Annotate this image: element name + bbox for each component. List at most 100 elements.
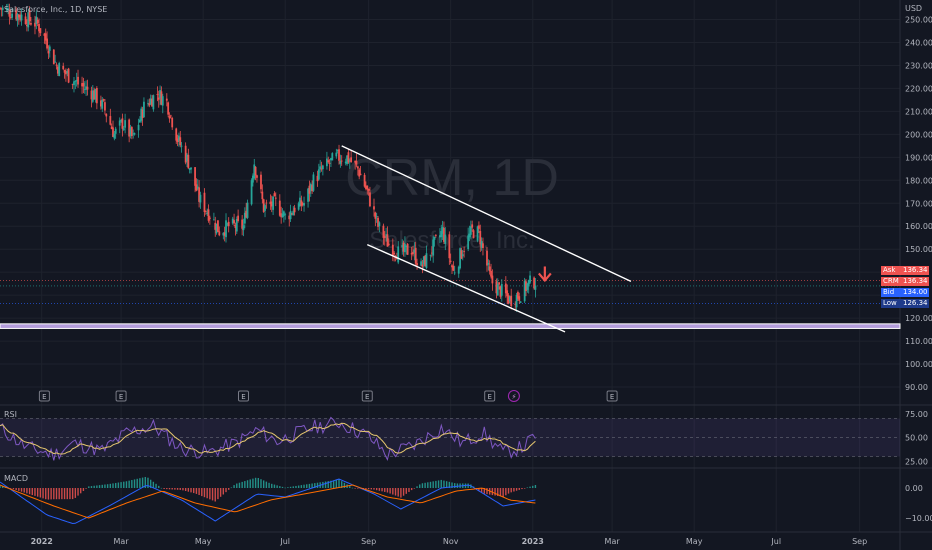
macd-histogram-bar <box>147 477 149 488</box>
candle-body <box>273 193 276 197</box>
macd-histogram-bar <box>39 488 42 498</box>
y-tick-label: 110.00 <box>905 337 932 346</box>
candle-body <box>401 245 404 248</box>
candle-body <box>226 223 229 225</box>
candle-body <box>282 211 285 216</box>
marker-label: ⚡ <box>511 393 516 401</box>
candle-body <box>297 203 300 210</box>
candle-body <box>113 133 116 139</box>
candle-body <box>157 97 160 100</box>
candle-body <box>527 280 530 287</box>
y-tick-label: 190.00 <box>905 153 932 162</box>
candle-body <box>534 285 537 290</box>
marker-label: E <box>487 393 491 401</box>
macd-histogram-bar <box>174 488 176 490</box>
candle-body <box>178 135 180 141</box>
y-tick-label: 210.00 <box>905 107 932 116</box>
macd-histogram-bar <box>513 488 515 492</box>
candle-body <box>378 222 381 227</box>
macd-histogram-bar <box>416 486 418 488</box>
macd-histogram-bar <box>219 488 222 497</box>
macd-histogram-bar <box>341 481 343 488</box>
macd-histogram-bar <box>381 488 383 492</box>
macd-histogram-bar <box>324 481 327 488</box>
candle-body <box>139 119 141 123</box>
macd-histogram-bar <box>136 478 138 488</box>
candle-body <box>86 86 89 90</box>
candle-body <box>260 174 262 190</box>
macd-histogram-bar <box>413 488 416 489</box>
candle-body <box>414 247 417 264</box>
y-tick-label: 220.00 <box>905 84 932 93</box>
candle-body <box>515 294 518 308</box>
candle-body <box>526 283 529 290</box>
symbol-legend[interactable]: Salesforce, Inc., 1D, NYSE <box>4 5 108 14</box>
candle-body <box>254 166 257 176</box>
macd-histogram-bar <box>397 488 399 497</box>
x-tick-label: Jul <box>770 537 781 546</box>
marker-frame <box>484 390 496 402</box>
candle-body <box>365 185 367 189</box>
candle-body <box>339 160 342 164</box>
earnings-marker-icon: E <box>484 390 496 402</box>
candle-body <box>518 296 521 301</box>
macd-histogram-bar <box>349 486 351 488</box>
y-unit-label: USD <box>905 4 922 13</box>
candle-body <box>479 231 482 245</box>
candle-body <box>391 244 394 257</box>
y-tick-label: 230.00 <box>905 61 932 70</box>
macd-histogram-bar <box>190 488 192 493</box>
candle-body <box>223 232 226 236</box>
candle-body <box>75 80 78 82</box>
candle-body <box>359 173 362 176</box>
candle-body <box>340 160 343 162</box>
macd-histogram-bar <box>201 488 203 497</box>
candle-body <box>99 100 102 107</box>
candle-body <box>243 212 246 224</box>
candle-body <box>500 284 503 296</box>
candle-body <box>331 153 334 161</box>
candle-body <box>369 192 371 207</box>
candle-body <box>101 99 104 109</box>
macd-histogram-bar <box>1 485 4 488</box>
candle-body <box>105 113 108 117</box>
macd-histogram-bar <box>171 488 173 490</box>
candle-body <box>81 83 83 87</box>
candle-body <box>26 24 28 27</box>
macd-histogram-bar <box>109 483 112 488</box>
candle-body <box>499 286 502 297</box>
macd-histogram-bar <box>314 483 316 488</box>
candle-body <box>382 225 385 238</box>
marker-frame <box>361 390 373 402</box>
macd-histogram-bar <box>131 480 133 488</box>
candle-body <box>140 108 143 121</box>
macd-histogram-bar <box>149 479 152 488</box>
macd-histogram-bar <box>268 482 270 488</box>
macd-histogram-bar <box>158 485 160 488</box>
candle-body <box>425 253 428 268</box>
candle-body <box>421 264 424 267</box>
marker-frame <box>606 390 618 402</box>
macd-histogram-bar <box>526 487 529 489</box>
candle-body <box>350 157 353 162</box>
candle-body <box>148 103 151 106</box>
macd-histogram-bar <box>141 477 144 488</box>
candle-body <box>149 98 152 105</box>
earnings-marker-icon: E <box>606 390 618 402</box>
candle-body <box>374 212 377 219</box>
macd-histogram-bar <box>144 476 146 488</box>
macd-histogram-bar <box>182 488 184 491</box>
macd-histogram-bar <box>214 488 216 502</box>
macd-histogram-bar <box>478 488 480 491</box>
candle-body <box>457 266 460 274</box>
candle-body <box>11 13 14 18</box>
candle-body <box>137 124 140 131</box>
macd-histogram-bar <box>123 481 125 488</box>
macd-histogram-bar <box>410 488 413 491</box>
macd-histogram-bar <box>176 488 179 490</box>
candle-body <box>120 119 122 122</box>
candle-body <box>9 17 12 19</box>
macd-histogram-bar <box>82 488 85 491</box>
